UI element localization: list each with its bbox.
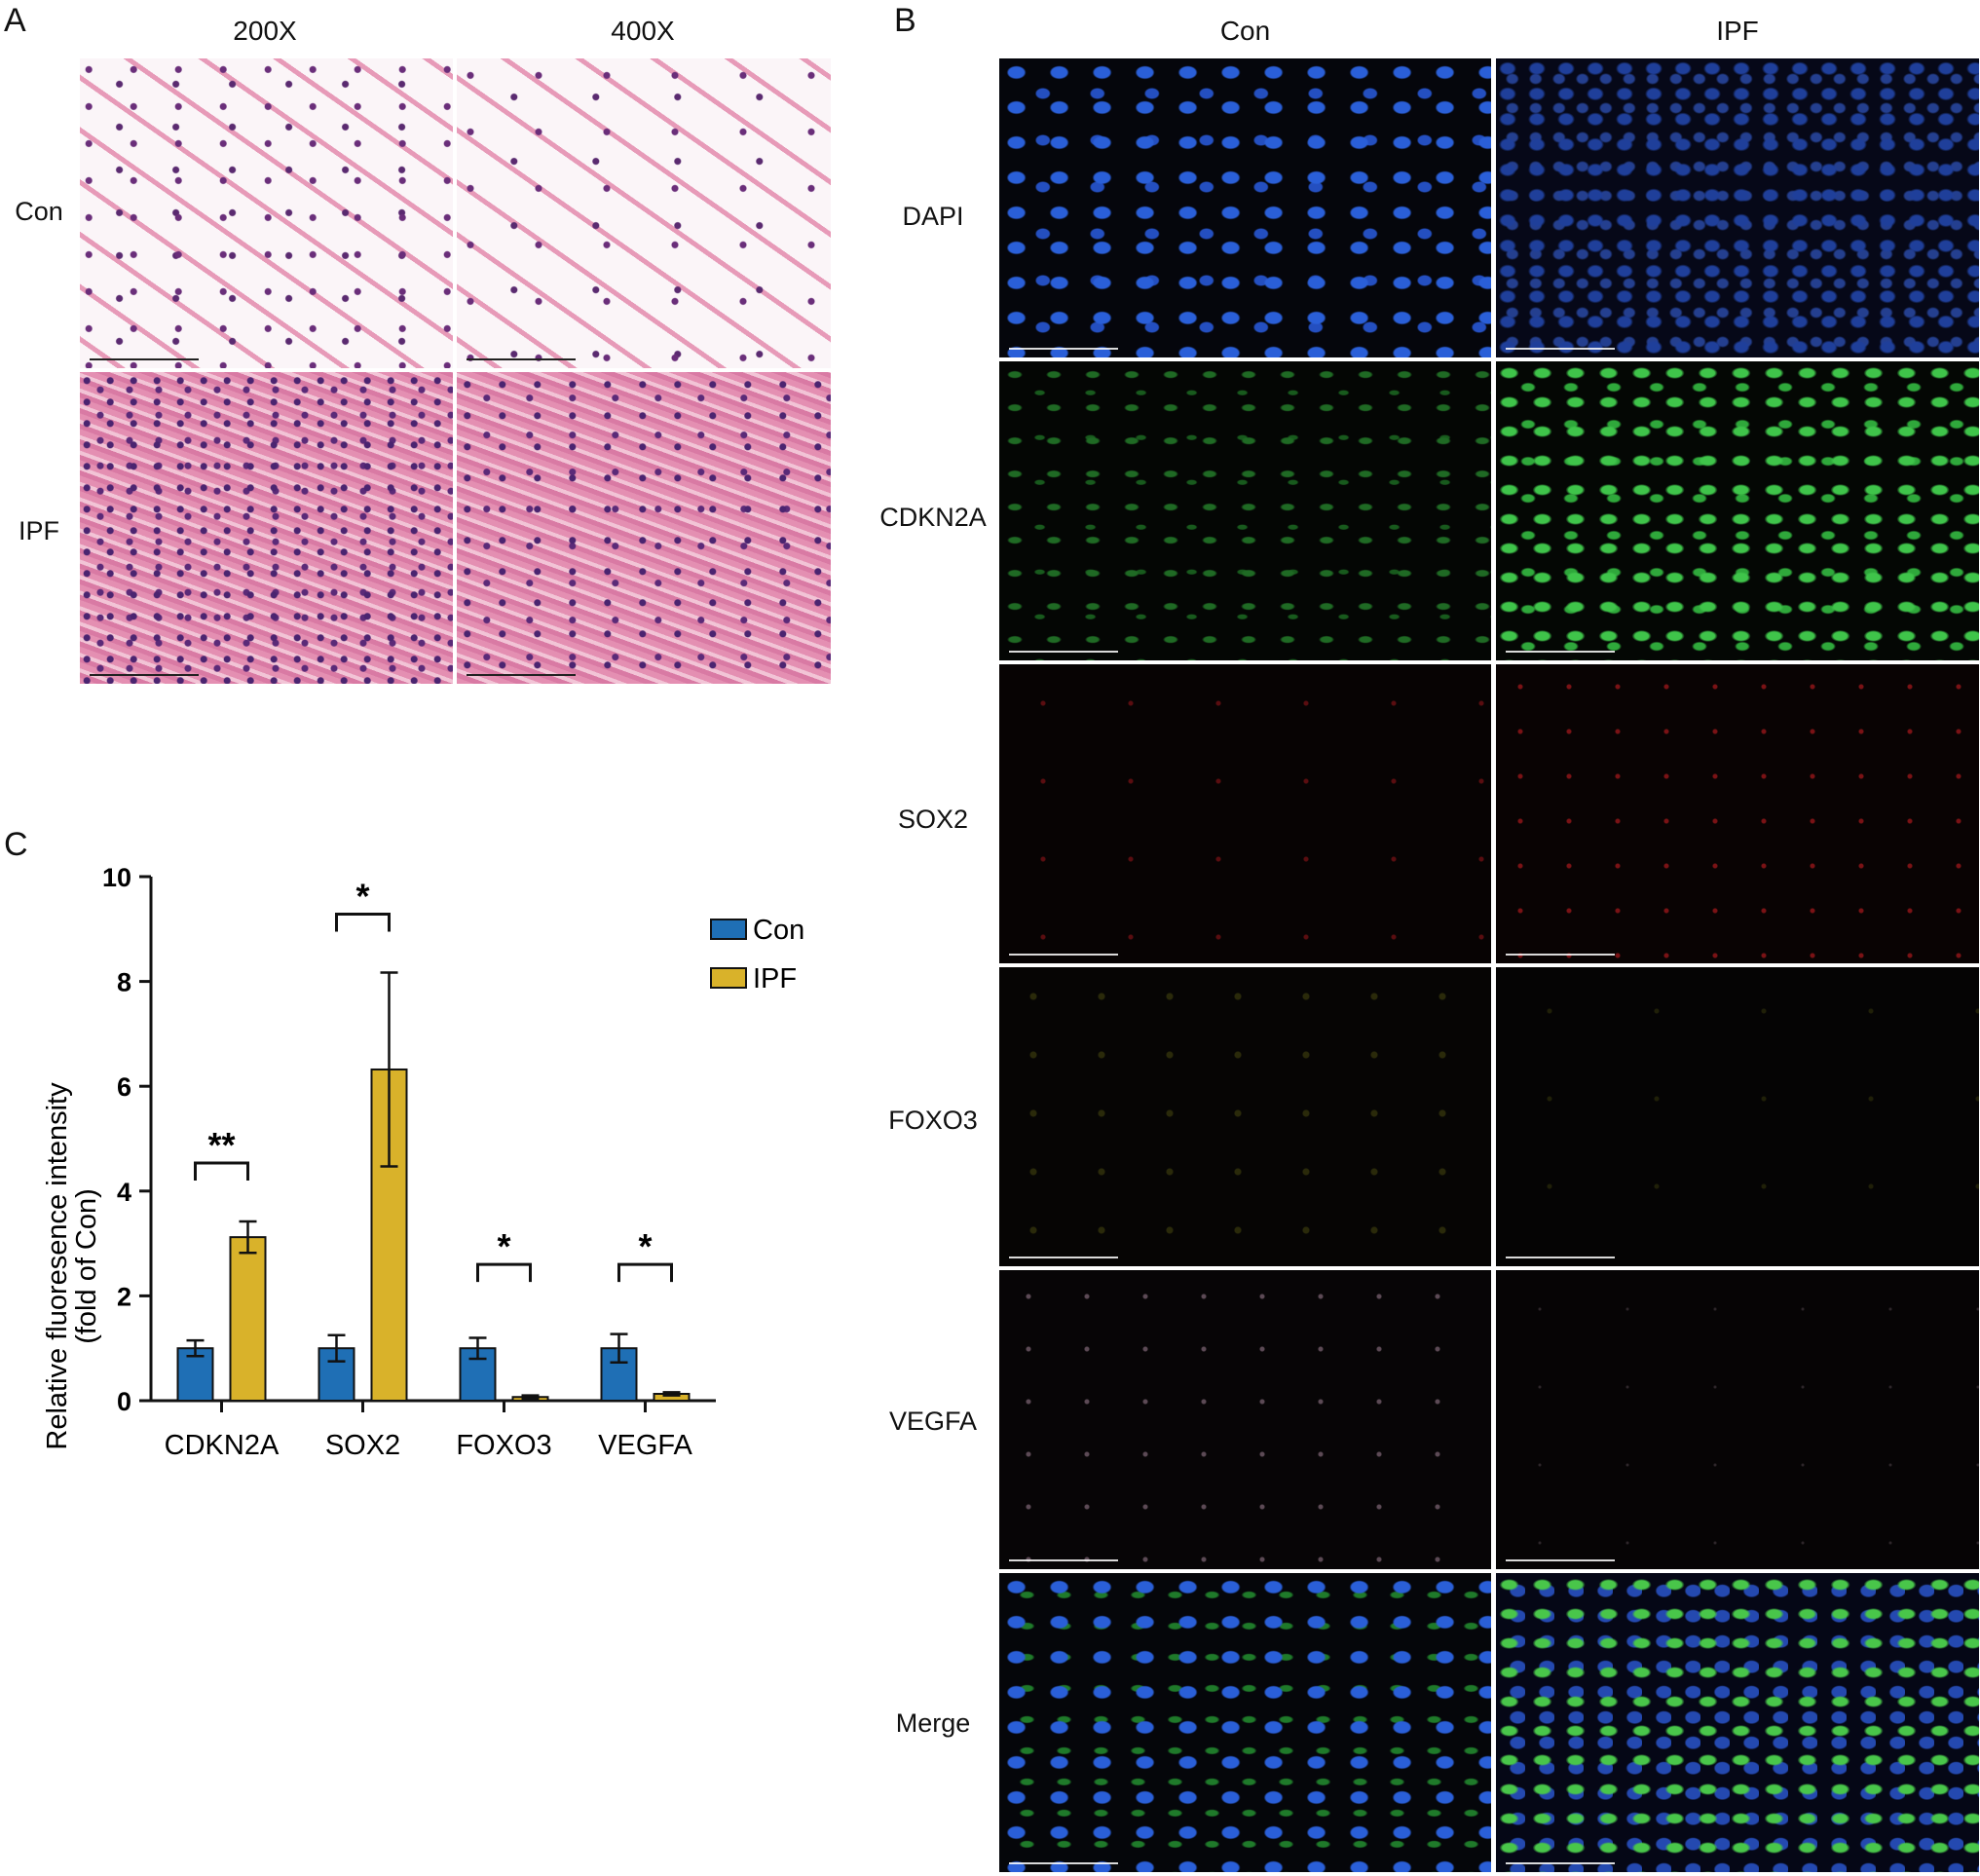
y-axis-label-2: (fold of Con) — [71, 1188, 102, 1344]
vegfa-ipf-image — [1496, 1270, 1979, 1569]
panel-b-row-dapi: DAPI — [902, 202, 964, 231]
legend-swatch-ipf — [710, 967, 747, 989]
scale-bar — [1009, 1247, 1118, 1258]
vegfa-con-image — [999, 1270, 1491, 1569]
scale-bar — [1506, 1853, 1615, 1864]
cdkn2a-con-image — [999, 361, 1491, 660]
chart-bars: **** * — [176, 876, 691, 1403]
scale-bar — [1506, 1550, 1615, 1561]
he-ipf-400x-image — [457, 372, 831, 684]
foxo3-ipf-image — [1496, 967, 1979, 1266]
legend-swatch-con — [710, 919, 747, 940]
sox2-ipf-image — [1496, 664, 1979, 963]
scale-bar — [1506, 338, 1615, 350]
panel-b-row-sox2: SOX2 — [897, 805, 969, 834]
panel-a-col-400x: 400X — [611, 16, 675, 46]
chart-axes: 0 2 4 6 8 10 CDKN2A SOX2 FOXO3 VEGFA — [102, 863, 716, 1461]
panel-b-row-foxo3: FOXO3 — [888, 1106, 978, 1135]
panel-b-col-ipf: IPF — [1716, 16, 1759, 46]
significance-marker: * — [355, 876, 369, 916]
panel-a-row-ipf: IPF — [18, 516, 59, 545]
significance-bracket — [617, 1262, 673, 1283]
merge-con-image — [999, 1573, 1491, 1872]
y-tick-label: 10 — [102, 863, 131, 892]
panel-b-letter: B — [894, 2, 916, 39]
he-ipf-200x-image — [80, 372, 453, 684]
scale-bar — [1009, 944, 1118, 956]
panel-b-row-cdkn2a: CDKN2A — [879, 503, 987, 532]
panel-b-row-vegfa: VEGFA — [888, 1407, 978, 1436]
he-con-200x-image — [80, 58, 453, 368]
scale-bar — [1506, 641, 1615, 653]
scale-bar — [1009, 1550, 1118, 1561]
scale-bar — [467, 349, 576, 360]
significance-marker: ** — [207, 1125, 235, 1165]
legend-label-ipf: IPF — [753, 963, 797, 994]
y-tick-label: 8 — [117, 968, 131, 997]
scale-bar — [467, 664, 576, 676]
significance-marker: * — [638, 1226, 652, 1266]
significance-marker: * — [497, 1226, 510, 1266]
x-tick-label: SOX2 — [325, 1430, 400, 1461]
x-tick-label: CDKN2A — [165, 1430, 280, 1461]
scale-bar — [90, 664, 199, 676]
y-tick-label: 6 — [117, 1072, 131, 1102]
foxo3-con-image — [999, 967, 1491, 1266]
panel-a-letter: A — [4, 2, 26, 39]
scale-bar — [90, 349, 199, 360]
y-tick-label: 2 — [117, 1282, 131, 1311]
y-tick-label: 0 — [117, 1387, 131, 1416]
legend-label-con: Con — [753, 915, 804, 946]
panel-a-row-con: Con — [15, 197, 63, 226]
significance-bracket — [194, 1161, 249, 1182]
he-con-400x-image — [457, 58, 831, 368]
sox2-con-image — [999, 664, 1491, 963]
scale-bar — [1506, 944, 1615, 956]
x-tick-label: FOXO3 — [456, 1430, 551, 1461]
scale-bar — [1009, 338, 1118, 350]
y-axis-label: Relative fluoresence intensity — [42, 1082, 73, 1450]
dapi-ipf-image — [1496, 58, 1979, 357]
chart-legend: Con IPF — [710, 915, 804, 994]
panel-b-col-con: Con — [1219, 16, 1271, 46]
scale-bar — [1506, 1247, 1615, 1258]
panel-c-letter: C — [4, 826, 28, 863]
significance-bracket — [335, 912, 391, 932]
merge-ipf-image — [1496, 1573, 1979, 1872]
significance-bracket — [476, 1262, 532, 1283]
y-tick-label: 4 — [117, 1178, 131, 1207]
x-tick-label: VEGFA — [598, 1430, 692, 1461]
dapi-con-image — [999, 58, 1491, 357]
scale-bar — [1009, 1853, 1118, 1864]
cdkn2a-ipf-image — [1496, 361, 1979, 660]
panel-a-col-200x: 200X — [233, 16, 297, 46]
bar-ipf-cdkn2a — [229, 1236, 267, 1403]
panel-b-row-merge: Merge — [895, 1708, 971, 1738]
scale-bar — [1009, 641, 1118, 653]
